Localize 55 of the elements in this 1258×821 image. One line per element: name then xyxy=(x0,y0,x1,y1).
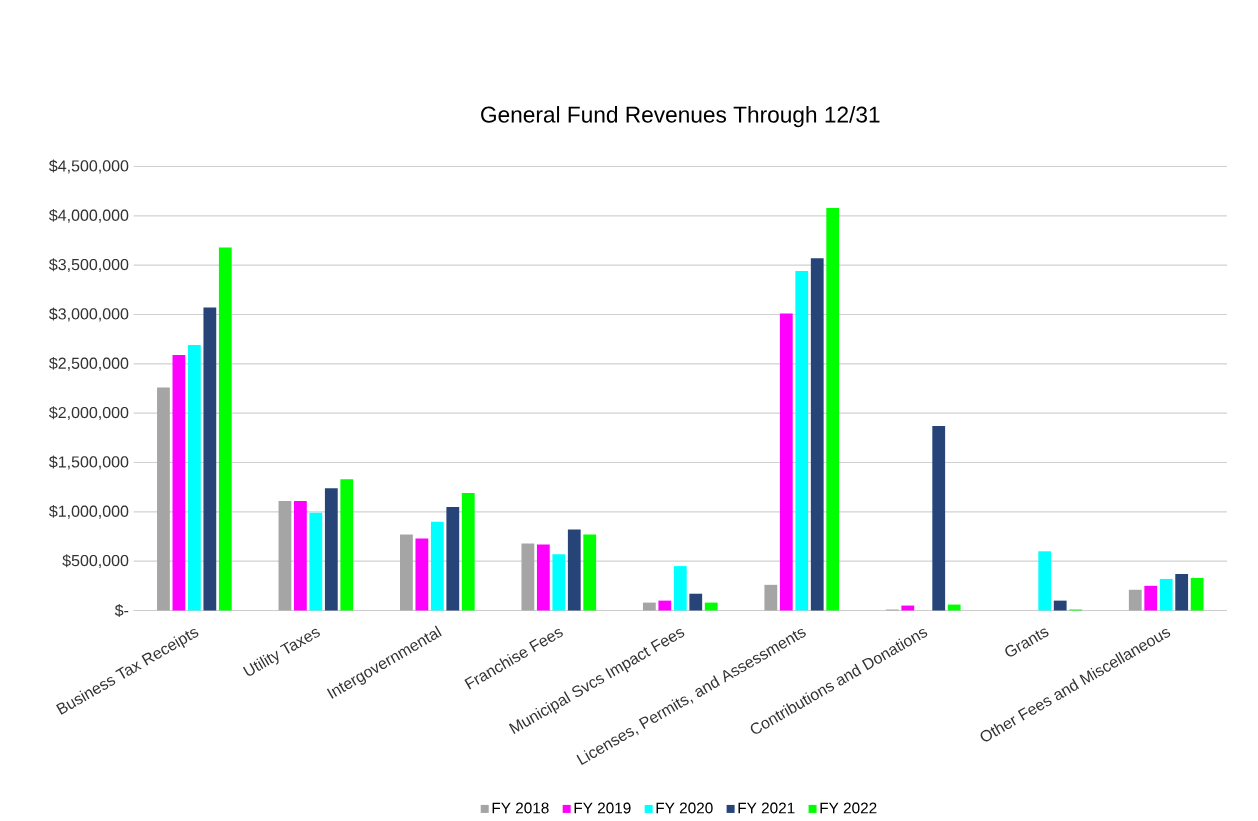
y-tick-label: $1,500,000 xyxy=(49,455,129,470)
y-tick-label: $- xyxy=(114,604,129,618)
bar xyxy=(642,602,656,611)
bar xyxy=(810,258,824,611)
bar xyxy=(218,247,232,611)
bar xyxy=(1144,586,1158,611)
bar xyxy=(536,544,550,611)
x-tick-label: Utility Taxes xyxy=(242,629,320,676)
bar xyxy=(704,602,718,611)
bar xyxy=(1159,579,1173,611)
y-tick-label: $4,000,000 xyxy=(49,209,129,223)
bar xyxy=(795,271,809,611)
bar xyxy=(1128,589,1142,611)
bar xyxy=(400,534,413,611)
legend-label: FY 2022 xyxy=(820,802,877,814)
bar xyxy=(673,566,687,611)
bar xyxy=(521,543,535,611)
bar xyxy=(278,501,292,611)
legend-label: FY 2018 xyxy=(492,802,549,814)
bar xyxy=(340,479,354,611)
y-tick-label: $4,500,000 xyxy=(49,159,129,174)
bar xyxy=(689,593,703,611)
bar xyxy=(446,507,460,611)
bar xyxy=(567,529,581,611)
bar xyxy=(552,554,566,611)
bar xyxy=(157,387,170,611)
y-tick-label: $500,000 xyxy=(62,554,129,569)
bar xyxy=(826,208,840,611)
legend-label: FY 2019 xyxy=(574,802,631,814)
y-tick-label: $2,500,000 xyxy=(49,357,129,371)
bar xyxy=(187,345,201,611)
legend-label: FY 2021 xyxy=(738,802,795,814)
chart-title: General Fund Revenues Through 12/31 xyxy=(481,106,880,128)
bar xyxy=(324,488,338,611)
bar xyxy=(583,534,597,611)
y-tick-label: $3,000,000 xyxy=(49,307,129,322)
bar xyxy=(779,313,793,611)
bar xyxy=(293,501,307,611)
bar xyxy=(172,355,186,611)
bar xyxy=(415,538,429,611)
bar xyxy=(430,521,444,611)
bar xyxy=(461,493,475,611)
bar xyxy=(1190,578,1204,611)
y-tick-label: $2,000,000 xyxy=(49,406,129,421)
bar xyxy=(203,307,217,611)
bar xyxy=(1038,551,1052,611)
bar xyxy=(932,426,946,611)
y-tick-label: $3,500,000 xyxy=(49,258,129,273)
bar xyxy=(1175,574,1189,611)
legend-label: FY 2020 xyxy=(656,802,713,814)
bar xyxy=(658,600,672,611)
bar xyxy=(309,513,323,611)
y-tick-label: $1,000,000 xyxy=(49,505,129,519)
bar xyxy=(1053,600,1067,611)
bar xyxy=(764,585,778,611)
